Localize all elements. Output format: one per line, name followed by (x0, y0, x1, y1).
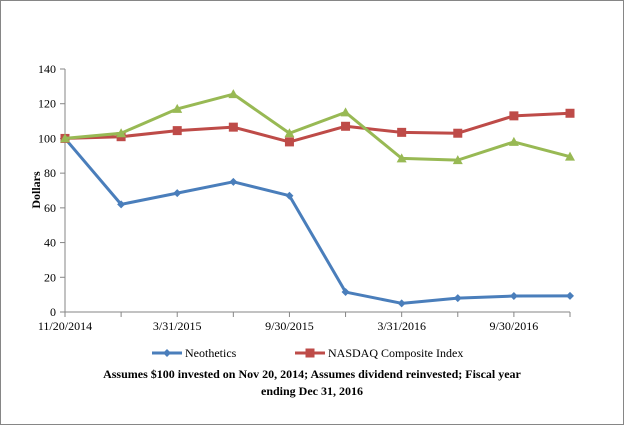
diamond-marker (173, 189, 182, 198)
square-marker (453, 128, 463, 138)
x-tick-label: 3/31/2015 (153, 319, 202, 333)
y-axis-title: Dollars (29, 171, 43, 209)
y-tick-label: 80 (44, 166, 56, 180)
legend-item: Neothetics (152, 346, 237, 360)
diamond-marker (285, 191, 294, 200)
caption-line-1: Assumes $100 invested on Nov 20, 2014; A… (103, 367, 521, 381)
legend-item: NASDAQ Composite Index (295, 346, 463, 360)
triangle-marker (60, 133, 70, 143)
x-tick-label: 9/30/2016 (490, 319, 539, 333)
caption-line-2: ending Dec 31, 2016 (261, 384, 363, 398)
y-tick-label: 60 (44, 201, 56, 215)
y-tick-label: 100 (38, 131, 56, 145)
triangle-marker (116, 128, 127, 138)
chart-caption: Assumes $100 invested on Nov 20, 2014; A… (0, 366, 624, 400)
triangle-marker (284, 128, 295, 138)
diamond-marker (566, 291, 574, 300)
y-tick-label: 0 (50, 305, 56, 319)
diamond-marker (229, 177, 238, 186)
series-neothetics (61, 134, 574, 308)
triangle-marker (452, 155, 463, 165)
diamond-marker (453, 294, 462, 303)
diamond-marker (117, 200, 126, 209)
square-marker (305, 348, 315, 358)
y-tick-label: 40 (44, 236, 56, 250)
triangle-marker (228, 89, 239, 99)
legend-label: NASDAQ Composite Index (328, 346, 463, 360)
square-marker (228, 122, 238, 132)
square-marker (565, 108, 575, 118)
x-tick-label: 9/30/2015 (265, 319, 314, 333)
diamond-marker (509, 292, 518, 301)
diamond-marker (163, 349, 171, 357)
diamond-marker (397, 299, 406, 308)
square-marker (341, 121, 351, 131)
series-line (64, 92, 571, 162)
y-tick-label: 140 (38, 62, 56, 76)
x-tick-label: 3/31/2016 (377, 319, 426, 333)
square-marker (284, 137, 294, 147)
series-line (64, 111, 571, 144)
square-marker (397, 127, 407, 137)
triangle-marker (396, 153, 407, 163)
triangle-marker (340, 107, 351, 117)
triangle-marker (508, 136, 519, 146)
y-tick-label: 120 (38, 97, 56, 111)
series-line (63, 137, 571, 305)
y-tick-label: 20 (44, 270, 56, 284)
triangle-marker (565, 151, 575, 161)
diamond-marker (341, 288, 350, 297)
x-tick-label: 11/20/2014 (38, 319, 92, 333)
square-marker (509, 111, 519, 121)
axes: 0 20 40 60 80 100 120 140 11/20/2014 3/31/2015 9/3… (38, 62, 571, 333)
series-layer (60, 89, 575, 308)
series-unlabeled-green (60, 89, 575, 165)
triangle-marker (172, 103, 183, 113)
legend-label: Neothetics (185, 346, 237, 360)
legend: Neothetics NASDAQ Composite Index (152, 346, 463, 360)
square-marker (172, 126, 182, 136)
